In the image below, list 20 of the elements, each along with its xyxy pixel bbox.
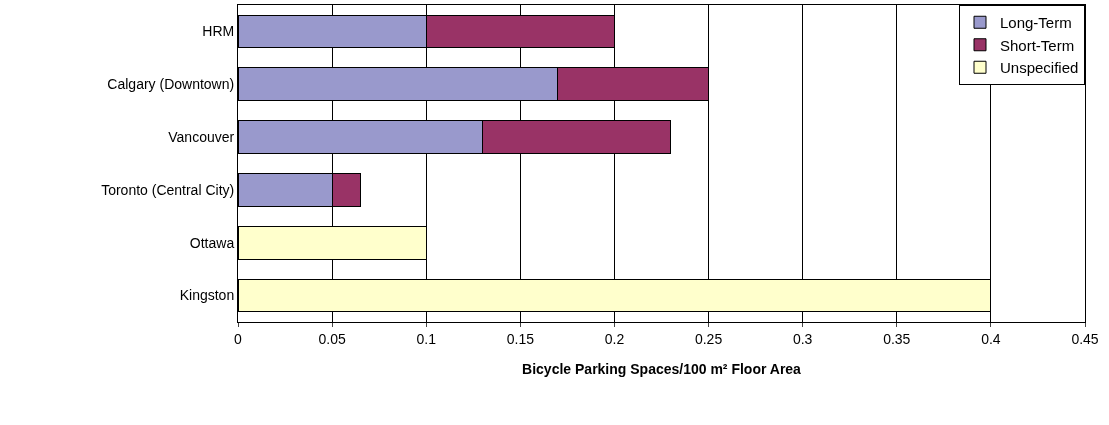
y-tick-label: Calgary (Downtown) (107, 76, 235, 93)
x-tick-label: 0.05 (318, 330, 346, 347)
y-tick-label: Toronto (Central City) (101, 181, 235, 198)
x-axis-title: Bicycle Parking Spaces/100 m² Floor Area (522, 361, 802, 377)
x-tick-label: 0.35 (883, 330, 911, 347)
x-tick-label: 0 (234, 330, 243, 347)
x-tick-label: 0.3 (792, 330, 813, 347)
x-tick-label: 0.4 (981, 330, 1001, 347)
legend-label: Short-Term (1000, 36, 1075, 54)
x-tick-label: 0.1 (416, 330, 437, 347)
y-tick-label: HRM (202, 23, 235, 40)
legend-label: Long-Term (1000, 14, 1072, 32)
x-tick-label: 0.15 (506, 330, 535, 347)
y-tick-label: Vancouver (168, 128, 235, 145)
legend-label: Unspecified (1000, 59, 1079, 77)
x-tick-label: 0.45 (1071, 330, 1099, 347)
y-tick-label: Kingston (179, 287, 235, 304)
x-tick-label: 0.2 (604, 330, 625, 347)
y-tick-label: Ottawa (189, 234, 235, 251)
x-tick-label: 0.25 (694, 330, 723, 347)
